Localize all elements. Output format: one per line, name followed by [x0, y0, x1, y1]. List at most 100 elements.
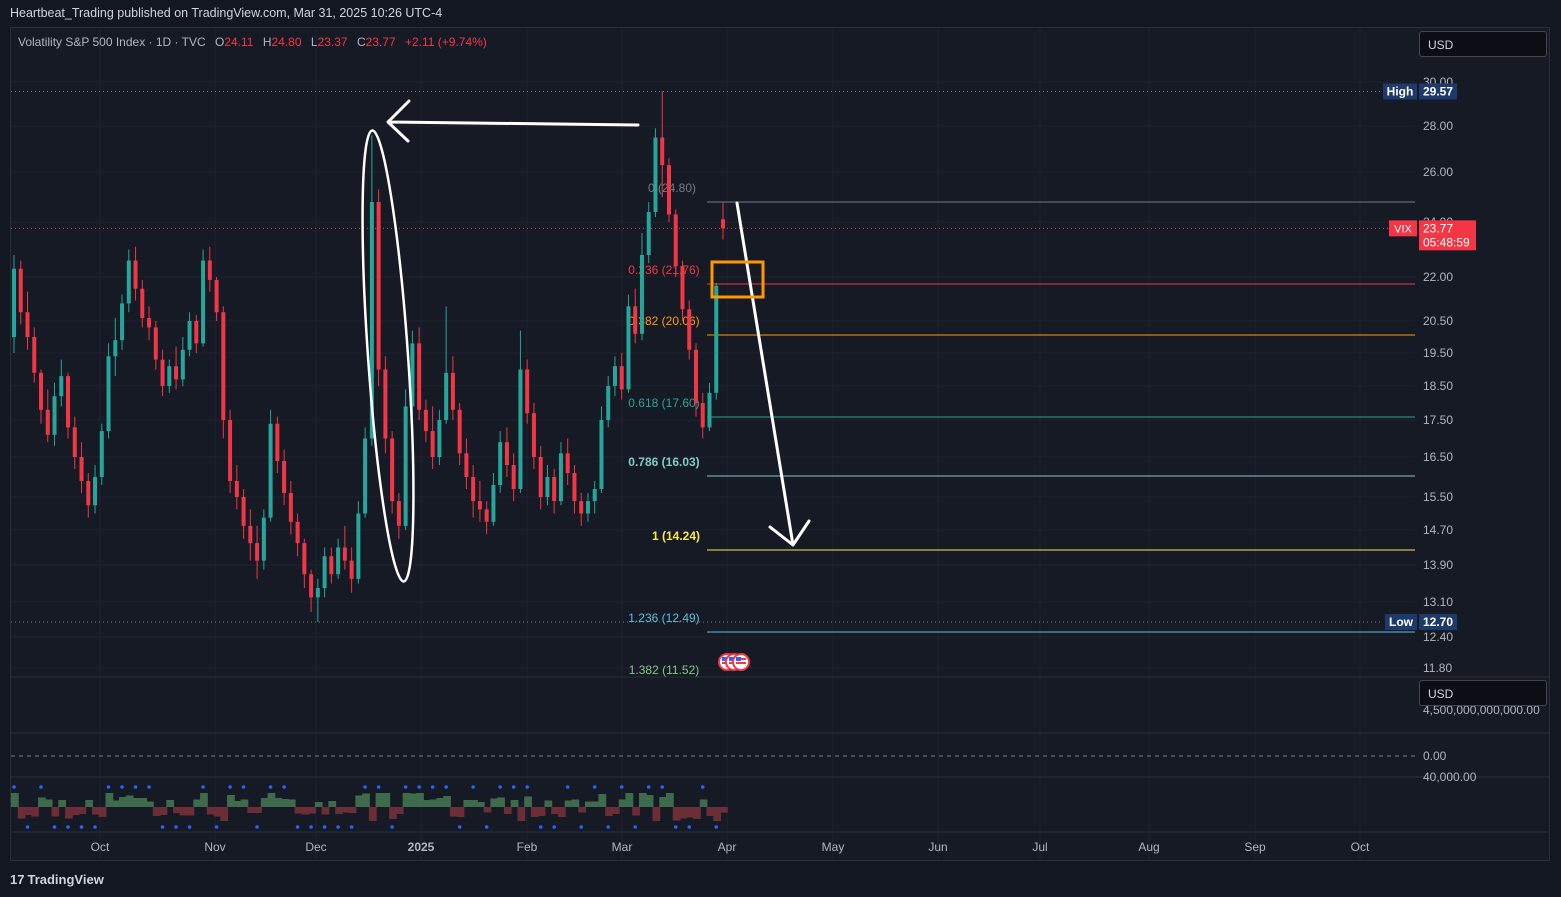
oscillator-bar	[483, 807, 492, 813]
candle-body	[275, 423, 280, 461]
oscillator-dot	[201, 785, 205, 789]
oscillator-dot	[390, 825, 394, 829]
oscillator-bar	[524, 796, 532, 807]
candle-body	[471, 477, 476, 502]
oscillator-bar	[314, 802, 323, 807]
candle-body	[52, 396, 57, 435]
price-tick: 22.00	[1423, 270, 1453, 284]
oscillator-bar	[362, 793, 370, 807]
oscillator-bar	[497, 797, 505, 807]
candle-body	[558, 453, 563, 502]
candle-body	[113, 340, 118, 357]
oscillator-bar	[328, 801, 337, 807]
symbol-legend: Volatility S&P 500 Index · 1D · TVC O24.…	[18, 35, 487, 49]
oscillator-bar	[625, 793, 634, 807]
time-tick: 2025	[408, 840, 435, 854]
candle-body	[491, 485, 496, 522]
candle-body	[241, 497, 246, 526]
candle-body	[234, 481, 239, 497]
candle-body	[430, 431, 435, 457]
highlight-ellipse	[361, 129, 415, 583]
candle-body	[653, 137, 658, 212]
target-box	[710, 260, 765, 299]
candle-body	[336, 547, 341, 575]
candle-body	[376, 202, 381, 370]
chart-frame[interactable]	[10, 27, 1550, 861]
oscillator-dot	[606, 825, 611, 829]
oscillator-bar	[85, 800, 94, 807]
candle-body	[444, 372, 449, 420]
oscillator-bar	[706, 807, 715, 816]
candle-body	[646, 212, 651, 255]
candle-body	[315, 588, 320, 598]
candle-body	[66, 376, 71, 428]
symbol-name: Volatility S&P 500 Index · 1D · TVC	[18, 35, 206, 49]
candle-body	[437, 420, 442, 457]
oscillator-dot	[174, 825, 178, 829]
currency-select-pane[interactable]: USD	[1419, 680, 1547, 706]
candle-body	[228, 420, 233, 481]
oscillator-bar	[416, 793, 424, 807]
oscillator-bar	[598, 794, 607, 807]
fib-label-1: 1 (14.24)	[652, 529, 700, 543]
oscillator-bar	[591, 801, 600, 807]
oscillator-dot	[376, 785, 381, 789]
oscillator-bar	[470, 800, 478, 807]
candle-body	[457, 409, 462, 454]
volume-axis-tick: 4,500,000,000,000.00	[1423, 703, 1540, 717]
oscillator-dot	[214, 825, 219, 829]
oscillator-bar	[213, 807, 222, 817]
oscillator-bar	[517, 807, 526, 821]
candle-body	[552, 477, 557, 502]
oscillator-bar	[98, 807, 107, 817]
tradingview-logo[interactable]: 17 TradingView	[10, 872, 104, 887]
candle-body	[322, 556, 327, 589]
oscillator-bar	[672, 807, 681, 821]
oscillator-bar	[584, 801, 593, 807]
candle-body	[72, 427, 77, 457]
oscillator-dot	[511, 785, 516, 789]
oscillator-bar	[436, 798, 445, 807]
oscillator-bar	[71, 807, 80, 815]
oscillator-dot	[39, 785, 43, 789]
high-tag-value: 29.57	[1423, 84, 1453, 98]
oscillator-dot	[646, 785, 651, 789]
price-tick: 12.40	[1423, 630, 1453, 644]
oscillator-bar	[254, 807, 262, 813]
candle-body	[133, 260, 138, 289]
oscillator-bar	[355, 795, 364, 807]
oscillator-bar	[713, 807, 721, 821]
currency-select-main[interactable]: USD	[1419, 31, 1547, 57]
oscillator-bar	[152, 807, 161, 816]
candle-body	[484, 509, 489, 522]
candle-body	[207, 260, 212, 280]
oscillator-dot	[660, 785, 665, 789]
fib-label-0.786: 0.786 (16.03)	[628, 455, 699, 469]
oscillator-bar	[679, 807, 688, 819]
oscillator-bar	[632, 807, 640, 816]
oscillator-bar	[200, 793, 208, 807]
candle-body	[153, 327, 158, 360]
oscillator-bar	[166, 800, 175, 807]
oscillator-bar	[490, 798, 499, 807]
candle-body	[633, 306, 638, 334]
oscillator-dot	[457, 825, 462, 829]
oscillator-bar	[449, 807, 458, 817]
candle-body	[700, 403, 705, 428]
price-tick: 17.50	[1423, 413, 1453, 427]
candle-body	[498, 442, 503, 485]
oscillator-bar	[159, 807, 168, 815]
oscillator-dot	[52, 825, 57, 829]
oscillator-dot	[349, 825, 354, 829]
low-value: 23.37	[317, 35, 348, 49]
oscillator-dot	[538, 825, 543, 829]
high-price-tag: High 29.57	[1383, 83, 1457, 100]
candle-body	[714, 285, 719, 393]
candle-body	[464, 453, 469, 477]
oscillator-dot	[133, 785, 138, 789]
candle-body	[477, 501, 482, 510]
oscillator-dot	[79, 825, 84, 829]
oscillator-bar	[720, 807, 728, 813]
candle-body	[538, 457, 543, 497]
